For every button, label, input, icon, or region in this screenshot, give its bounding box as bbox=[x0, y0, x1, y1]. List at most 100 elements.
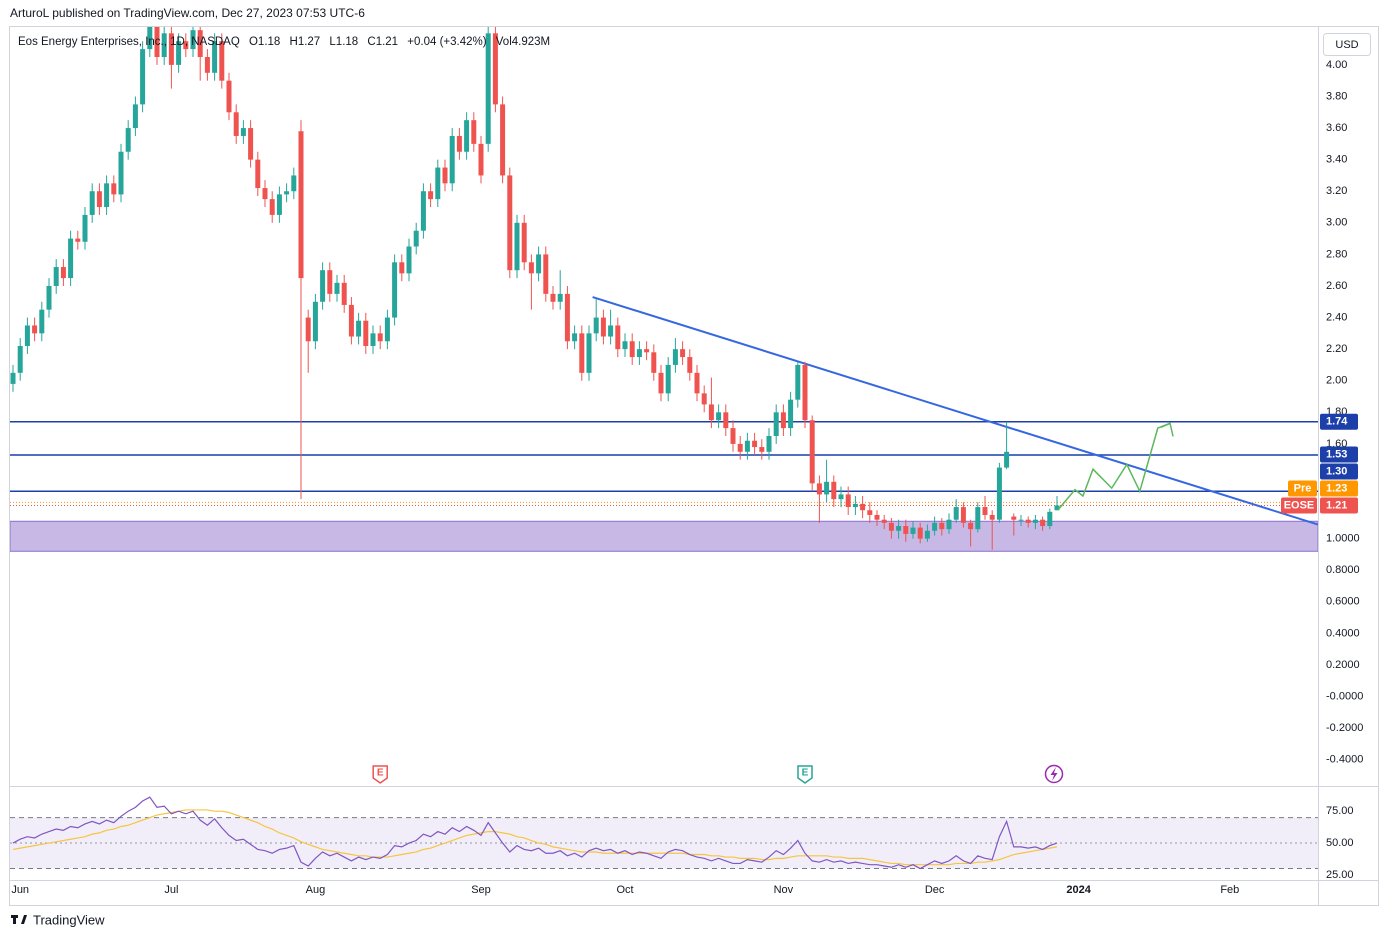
candle-body bbox=[428, 191, 434, 200]
candle-body bbox=[982, 507, 988, 515]
x-tick-label: Sep bbox=[471, 884, 491, 896]
candle-body bbox=[600, 317, 606, 337]
event-label: E bbox=[377, 768, 384, 779]
candle-body bbox=[327, 270, 333, 294]
axis-tag-label: 1.30 bbox=[1326, 465, 1347, 477]
candle-body bbox=[392, 262, 398, 318]
y-tick-label: 1.0000 bbox=[1326, 533, 1360, 545]
candle-body bbox=[384, 317, 390, 342]
candle-body bbox=[132, 104, 138, 129]
candle-body bbox=[39, 309, 45, 334]
candle-body bbox=[572, 333, 578, 342]
candle-body bbox=[629, 341, 635, 358]
event-badge bbox=[372, 765, 388, 784]
candle-body bbox=[154, 27, 160, 58]
y-tick-label: 3.00 bbox=[1326, 217, 1347, 229]
candle-body bbox=[903, 526, 909, 534]
rsi-pane bbox=[10, 796, 1318, 870]
event-badge bbox=[797, 765, 813, 784]
legend-item: C1.21 bbox=[367, 36, 398, 48]
axis-tag bbox=[1320, 497, 1358, 514]
alert-icon bbox=[1044, 764, 1064, 784]
candle-body bbox=[644, 349, 650, 353]
candle-body bbox=[773, 412, 779, 437]
projection-path bbox=[1057, 422, 1171, 511]
rsi-tick-label: 75.00 bbox=[1326, 805, 1354, 817]
candle-body bbox=[197, 30, 203, 58]
y-tick-label: 3.80 bbox=[1326, 90, 1347, 102]
candle-body bbox=[305, 317, 311, 342]
candle-body bbox=[147, 27, 153, 50]
chart-frame bbox=[9, 26, 1379, 906]
candle-body bbox=[212, 41, 218, 73]
candle-body bbox=[651, 352, 657, 373]
candle-body bbox=[932, 522, 938, 531]
legend-item: Vol4.923M bbox=[496, 36, 550, 48]
projection-arrowhead bbox=[1160, 422, 1174, 437]
candle-body bbox=[17, 345, 23, 373]
y-tick-label: 0.6000 bbox=[1326, 596, 1360, 608]
x-tick-label: Aug bbox=[306, 884, 326, 896]
candle-body bbox=[910, 527, 916, 534]
candle-body bbox=[1004, 451, 1010, 468]
candle-body bbox=[730, 428, 736, 444]
candle-body bbox=[701, 393, 707, 405]
y-tick-label: 2.00 bbox=[1326, 375, 1347, 387]
candle-body bbox=[924, 530, 930, 539]
candle-body bbox=[1018, 519, 1024, 521]
candle-body bbox=[435, 167, 441, 200]
brand-logo bbox=[11, 915, 27, 924]
candle-body bbox=[370, 333, 376, 346]
candle-body bbox=[860, 503, 866, 511]
candle-body bbox=[442, 167, 448, 184]
x-tick-label: 2024 bbox=[1066, 884, 1091, 896]
rsi-tick-label: 25.00 bbox=[1326, 869, 1354, 881]
candle-body bbox=[291, 175, 297, 192]
candle-body bbox=[53, 267, 59, 286]
axis-tag-label: 1.53 bbox=[1326, 448, 1347, 460]
currency: USD bbox=[1335, 39, 1358, 51]
legend-item: +0.04 (+3.42%) bbox=[407, 36, 486, 48]
candle-body bbox=[32, 325, 38, 334]
candle-body bbox=[622, 341, 628, 350]
axis-tag-label: 1.23 bbox=[1326, 482, 1347, 494]
logo-mark bbox=[11, 915, 27, 924]
candle-body bbox=[356, 320, 362, 337]
axis-tag-label: 1.21 bbox=[1326, 499, 1347, 511]
candle-body bbox=[845, 494, 851, 508]
x-tick-label: Dec bbox=[925, 884, 945, 896]
candle-body bbox=[449, 135, 455, 184]
candle-body bbox=[1040, 519, 1046, 527]
candle-body bbox=[615, 325, 621, 350]
candle-body bbox=[716, 412, 722, 421]
legend-name: Eos Energy Enterprises, Inc., 1D, NASDAQ bbox=[18, 36, 240, 48]
candle-body bbox=[111, 183, 117, 195]
series-tag bbox=[1281, 497, 1317, 514]
candle-body bbox=[838, 494, 844, 500]
y-tick-label: 0.4000 bbox=[1326, 627, 1360, 639]
candle-body bbox=[96, 191, 102, 208]
candle-body bbox=[348, 304, 354, 337]
candle-body bbox=[852, 503, 858, 508]
candle-body bbox=[226, 80, 232, 113]
candle-body bbox=[276, 194, 282, 215]
candle-body bbox=[75, 238, 81, 242]
currency-box[interactable] bbox=[1323, 33, 1371, 56]
candle-body bbox=[788, 399, 794, 429]
candle-body bbox=[46, 285, 52, 310]
candle-body bbox=[708, 404, 714, 421]
candle-body bbox=[874, 514, 880, 520]
candle-body bbox=[528, 262, 534, 274]
byline: ArturoL published on TradingView.com, De… bbox=[10, 6, 365, 20]
candle-body bbox=[1025, 519, 1031, 523]
candle-body bbox=[881, 519, 887, 523]
y-tick-label: 0.2000 bbox=[1326, 659, 1360, 671]
candle-body bbox=[723, 412, 729, 429]
series-tag bbox=[1288, 480, 1317, 497]
candle-body bbox=[550, 293, 556, 302]
candle-body bbox=[68, 238, 74, 279]
candle-body bbox=[104, 183, 110, 208]
legend-item: H1.27 bbox=[290, 36, 321, 48]
candle-body bbox=[780, 412, 786, 429]
y-tick-label: 0.8000 bbox=[1326, 564, 1360, 576]
